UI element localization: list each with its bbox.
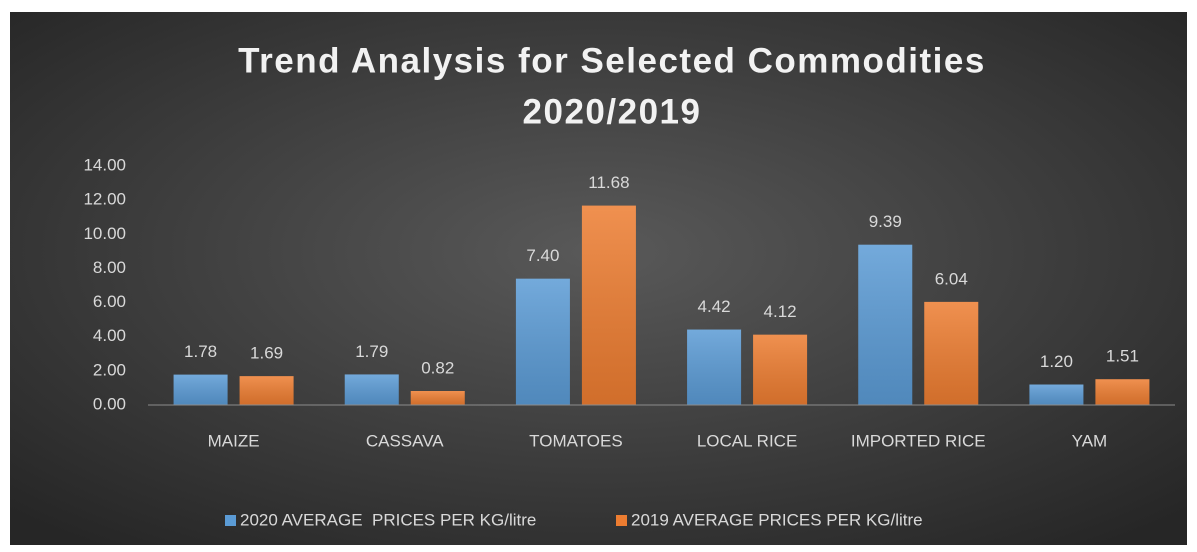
- bar-shade: [581, 205, 636, 405]
- data-label: 4.12: [764, 302, 797, 321]
- y-tick-label: 4.00: [93, 326, 126, 345]
- data-label: 1.51: [1106, 347, 1139, 366]
- bar-shade: [173, 374, 228, 405]
- legend-label: 2020 AVERAGE PRICES PER KG/litre: [240, 510, 536, 529]
- x-tick-label: TOMATOES: [529, 431, 623, 450]
- bar-shade: [239, 376, 294, 405]
- bar-shade: [1029, 384, 1084, 405]
- x-tick-label: MAIZE: [208, 431, 260, 450]
- legend-swatch: [616, 515, 627, 526]
- legend-label: 2019 AVERAGE PRICES PER KG/litre: [631, 510, 923, 529]
- x-tick-label: IMPORTED RICE: [851, 431, 986, 450]
- x-tick-label: YAM: [1072, 431, 1108, 450]
- data-label: 11.68: [588, 173, 629, 192]
- data-label: 1.79: [355, 342, 388, 361]
- y-tick-label: 12.00: [83, 190, 126, 209]
- chart-title: Trend Analysis for Selected Commodities: [238, 41, 986, 80]
- x-tick-label: LOCAL RICE: [697, 431, 797, 450]
- bar-shade: [344, 374, 399, 405]
- legend-swatch: [225, 515, 236, 526]
- bar-shade: [410, 391, 465, 405]
- y-tick-label: 8.00: [93, 258, 126, 277]
- bar-shade: [515, 278, 570, 405]
- y-tick-label: 14.00: [83, 155, 126, 174]
- data-label: 4.42: [698, 297, 731, 316]
- y-tick-label: 2.00: [93, 360, 126, 379]
- data-label: 0.82: [421, 358, 454, 377]
- data-label: 1.69: [250, 344, 283, 363]
- y-tick-label: 6.00: [93, 292, 126, 311]
- data-label: 7.40: [526, 246, 559, 265]
- bar-shade: [924, 301, 979, 405]
- bar-shade: [687, 329, 742, 405]
- bar-shade: [753, 334, 808, 405]
- data-label: 1.78: [184, 342, 217, 361]
- y-tick-label: 10.00: [83, 224, 126, 243]
- chart-title: 2020/2019: [523, 92, 702, 131]
- bar-shade: [1095, 379, 1150, 405]
- x-tick-label: CASSAVA: [366, 431, 444, 450]
- y-tick-label: 0.00: [93, 394, 126, 413]
- data-label: 6.04: [935, 269, 968, 288]
- bar-shade: [858, 244, 913, 405]
- data-label: 9.39: [869, 212, 902, 231]
- data-label: 1.20: [1040, 352, 1073, 371]
